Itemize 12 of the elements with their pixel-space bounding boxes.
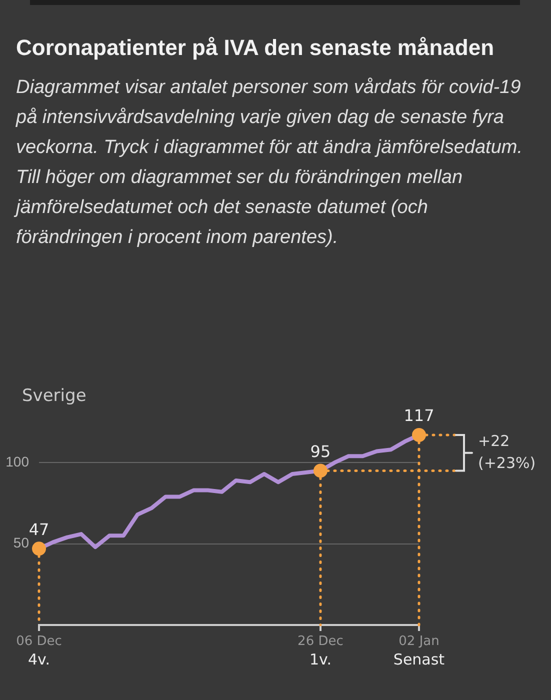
data-label: 95 <box>310 442 331 461</box>
data-label: 47 <box>28 520 50 539</box>
chart-title: Coronapatienter på IVA den senaste månaden <box>16 34 496 62</box>
x-tick-label: 26 Dec 1v. <box>298 634 344 668</box>
text: +22 (+23%) <box>478 432 536 472</box>
y-tick-label: 100 <box>6 453 30 470</box>
data-label: 117 <box>404 406 434 426</box>
x-tick-label: 06 Dec 4v. <box>16 634 62 668</box>
y-axis-title: Sverige <box>22 386 86 406</box>
y-tick-label: 50 <box>13 534 30 551</box>
chart-subtitle: Diagrammet visar antalet personer som vårdats för covid-19 på intensivvårdsavdelning varje given dag de senaste fyra veckorna. Tryck i diagrammet för att ändra jämförelsedatum. Till höger om diagrammet ser du förändringen mellan jämförelsedatumet och det senaste datumet (och förändringen i procent inom parentes). <box>16 76 524 250</box>
x-tick-label: 02 Jan Senast <box>393 634 445 668</box>
